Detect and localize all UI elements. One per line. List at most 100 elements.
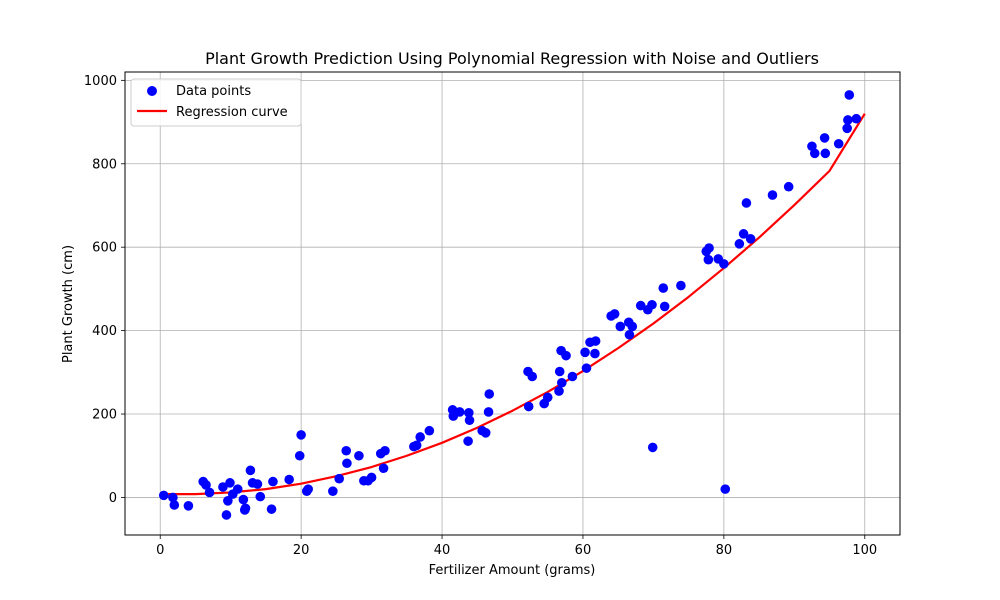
legend-label-data-points: Data points (176, 84, 251, 99)
data-point (842, 123, 852, 134)
data-point (342, 458, 352, 469)
x-tick-label: 0 (156, 543, 164, 558)
data-point (221, 510, 232, 520)
data-point (719, 259, 729, 269)
data-point (223, 496, 233, 506)
data-point (590, 348, 600, 359)
data-point (424, 425, 435, 436)
data-point (204, 487, 215, 498)
chart-title: Plant Growth Prediction Using Polynomial… (205, 49, 819, 68)
data-point (463, 436, 473, 446)
data-point (480, 428, 491, 438)
data-point (615, 321, 626, 332)
data-point (464, 407, 474, 418)
data-point (844, 90, 855, 100)
y-axis-label: Plant Growth (cm) (61, 245, 76, 363)
data-point (833, 138, 844, 149)
data-point (703, 254, 714, 265)
data-point (590, 336, 601, 346)
data-point (627, 321, 638, 332)
data-point (294, 450, 305, 461)
regression-curve-line (160, 113, 866, 496)
data-point (561, 350, 571, 361)
y-tick-label: 200 (92, 408, 117, 423)
data-point (809, 148, 820, 159)
data-point (354, 450, 364, 461)
data-point (252, 479, 263, 489)
data-point (240, 503, 251, 514)
data-point (581, 363, 592, 373)
x-tick-label: 60 (575, 543, 592, 558)
data-point (676, 280, 686, 291)
data-point (183, 501, 194, 511)
data-point (567, 371, 578, 382)
data-point (218, 482, 228, 492)
data-point (554, 386, 564, 396)
grid (125, 72, 900, 535)
data-point (334, 473, 344, 484)
data-point (542, 392, 553, 403)
data-point (341, 445, 352, 456)
legend: Data points Regression curve (130, 78, 302, 127)
y-tick-label: 1000 (84, 74, 117, 89)
legend-label-regression-curve: Regression curve (176, 105, 288, 120)
data-point (411, 440, 422, 451)
data-point (328, 486, 338, 497)
data-point (738, 229, 749, 239)
data-point (380, 445, 390, 456)
data-point (527, 371, 538, 382)
data-point (843, 115, 853, 125)
data-points-layer (158, 90, 862, 520)
data-point (266, 504, 277, 514)
data-point (720, 484, 731, 494)
data-point (245, 465, 256, 476)
data-point (851, 113, 862, 124)
y-tick-label: 400 (92, 324, 117, 339)
data-point (767, 190, 778, 200)
data-point (454, 407, 465, 417)
x-tick-label: 100 (852, 543, 877, 558)
data-point (378, 463, 389, 474)
data-point (268, 476, 278, 487)
y-tick-label: 0 (109, 491, 117, 506)
data-point (225, 478, 235, 488)
legend-box (130, 78, 302, 127)
y-tick-label: 800 (92, 157, 117, 172)
data-point (624, 329, 635, 340)
data-point (523, 401, 534, 412)
data-point (635, 300, 646, 311)
x-tick-label: 80 (716, 543, 733, 558)
data-point (169, 500, 180, 510)
data-point (201, 480, 211, 490)
data-point (554, 366, 565, 377)
data-point (366, 472, 377, 483)
data-point (658, 283, 669, 293)
data-point (580, 347, 590, 358)
data-point (820, 148, 831, 159)
data-point (734, 239, 745, 249)
data-point (783, 181, 794, 192)
x-tick-label: 20 (293, 543, 310, 558)
data-point (238, 494, 249, 505)
plot-frame (124, 71, 901, 536)
data-point (704, 243, 714, 253)
data-point (484, 389, 495, 399)
data-point (255, 491, 266, 502)
data-point (609, 309, 620, 319)
data-point (464, 415, 475, 426)
data-point (647, 442, 658, 453)
data-point (296, 430, 306, 440)
x-tick-label: 40 (434, 543, 451, 558)
x-axis-label: Fertilizer Amount (grams) (429, 563, 596, 578)
data-point (284, 474, 294, 485)
data-point (659, 301, 670, 312)
regression-curve-layer (160, 113, 866, 496)
data-point (741, 198, 752, 208)
data-point (745, 234, 756, 244)
data-point (557, 377, 567, 388)
y-tick-label: 600 (92, 241, 117, 256)
data-point (232, 484, 243, 494)
data-point (303, 484, 313, 494)
